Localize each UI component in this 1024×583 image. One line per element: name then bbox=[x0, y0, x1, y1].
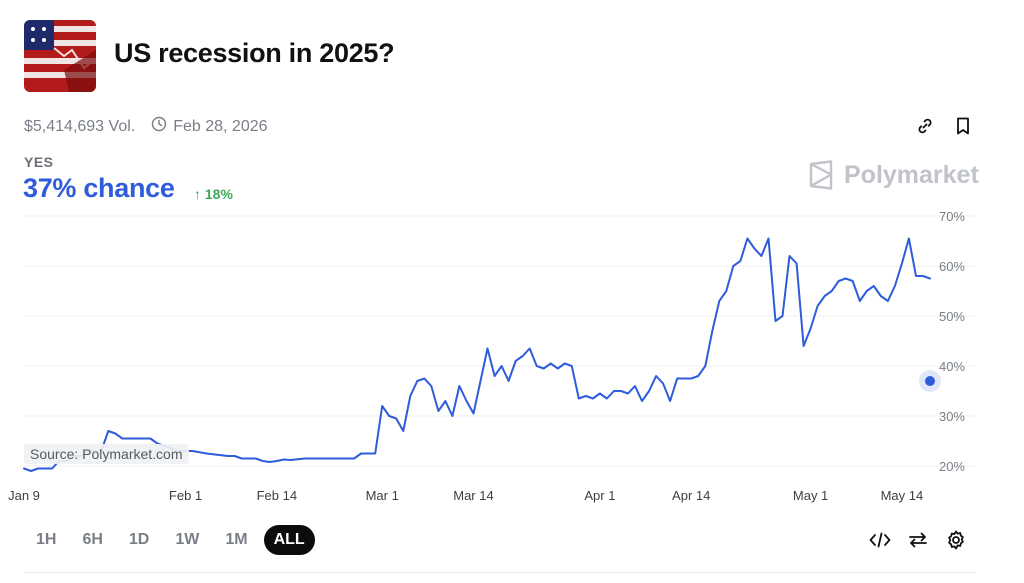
gear-icon[interactable] bbox=[944, 528, 968, 552]
y-tick-label: 40% bbox=[939, 359, 965, 374]
y-tick-label: 70% bbox=[939, 209, 965, 224]
time-range-selector: 1H 6H 1D 1W 1M ALL bbox=[26, 525, 315, 555]
range-1h[interactable]: 1H bbox=[36, 531, 57, 548]
end-date-label: Feb 28, 2026 bbox=[173, 117, 268, 135]
chart-series bbox=[23, 237, 941, 472]
x-tick-label: May 1 bbox=[793, 488, 828, 503]
chart-x-ticks: Jan 9 Feb 1 Feb 14 Mar 1 Mar 14 Apr 1 Apr 14 Ma… bbox=[8, 488, 923, 503]
chart-gridlines bbox=[24, 215, 976, 467]
volume-label: $5,414,693 Vol. bbox=[24, 117, 136, 135]
link-icon[interactable] bbox=[914, 115, 936, 137]
source-caption: Source: Polymarket.com bbox=[24, 444, 189, 464]
x-tick-label: May 14 bbox=[881, 488, 924, 503]
bookmark-icon[interactable] bbox=[952, 115, 974, 137]
clock-icon bbox=[151, 116, 167, 137]
bottom-divider bbox=[24, 572, 976, 573]
chart-actions bbox=[868, 528, 968, 552]
market-title: US recession in 2025? bbox=[114, 38, 395, 68]
market-thumbnail bbox=[24, 20, 96, 92]
brand-watermark: Polymarket bbox=[808, 160, 979, 190]
x-tick-label: Jan 9 bbox=[8, 488, 40, 503]
y-tick-label: 20% bbox=[939, 459, 965, 474]
market-meta: $5,414,693 Vol. Feb 28, 2026 bbox=[24, 116, 268, 137]
swap-arrows-icon[interactable] bbox=[906, 528, 930, 552]
header-actions bbox=[914, 115, 974, 137]
x-tick-label: Mar 14 bbox=[453, 488, 493, 503]
outcome-label: YES bbox=[24, 154, 54, 170]
x-tick-label: Mar 1 bbox=[366, 488, 399, 503]
range-1d[interactable]: 1D bbox=[128, 531, 150, 548]
chart-y-ticks: 70% 60% 50% 40% 30% 20% bbox=[939, 209, 965, 474]
chance-value: 37% chance bbox=[23, 173, 175, 203]
change-badge: ↑ 18% bbox=[194, 186, 233, 202]
x-tick-label: Feb 1 bbox=[169, 488, 202, 503]
current-value-marker bbox=[925, 376, 935, 386]
x-tick-label: Apr 1 bbox=[584, 488, 615, 503]
code-icon[interactable] bbox=[868, 528, 892, 552]
polymarket-logo-icon bbox=[809, 160, 833, 190]
y-tick-label: 60% bbox=[939, 259, 965, 274]
x-tick-label: Apr 14 bbox=[672, 488, 710, 503]
y-tick-label: 50% bbox=[939, 309, 965, 324]
range-1m[interactable]: 1M bbox=[225, 531, 248, 548]
x-tick-label: Feb 14 bbox=[257, 488, 297, 503]
range-all[interactable]: ALL bbox=[263, 525, 315, 555]
brand-name: Polymarket bbox=[844, 160, 979, 189]
range-1w[interactable]: 1W bbox=[175, 531, 200, 548]
y-tick-label: 30% bbox=[939, 409, 965, 424]
range-6h[interactable]: 6H bbox=[82, 531, 103, 548]
series-line bbox=[23, 237, 931, 472]
